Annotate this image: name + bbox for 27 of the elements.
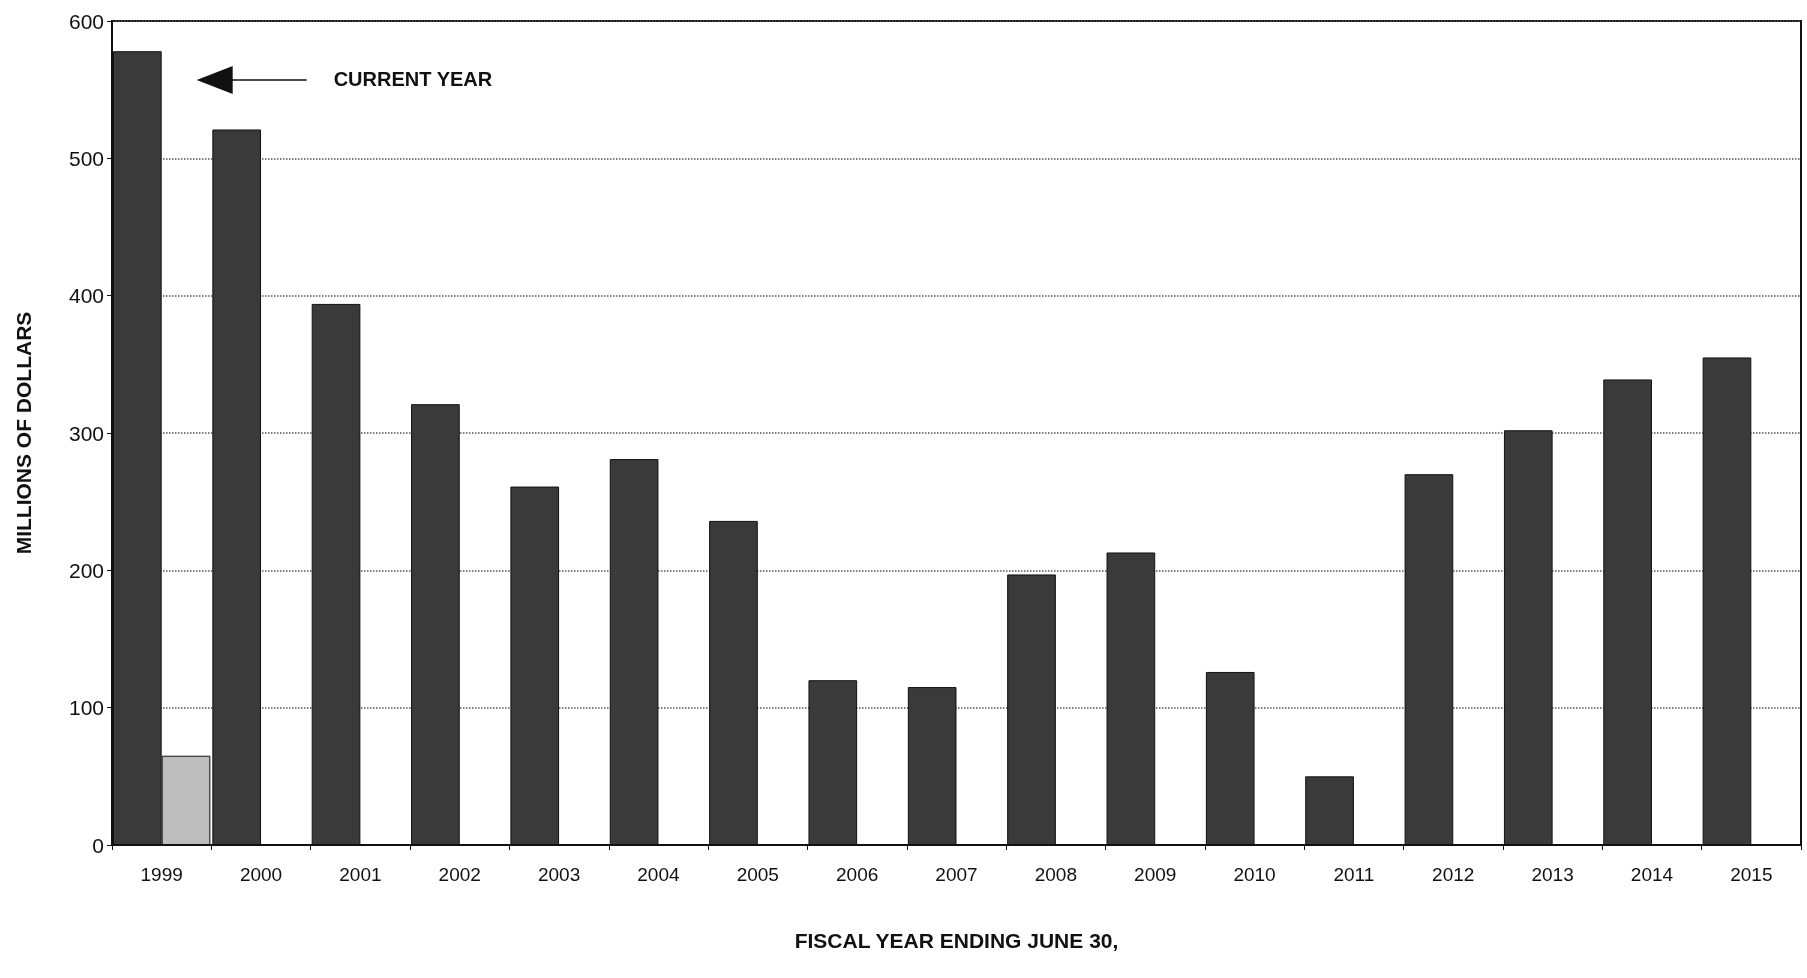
x-axis-title: FISCAL YEAR ENDING JUNE 30, <box>794 929 1119 952</box>
y-tick-label: 0 <box>92 833 104 857</box>
x-tick-label: 2005 <box>736 864 779 885</box>
x-tick-label: 2000 <box>239 864 283 885</box>
annotation: CURRENT YEAR <box>333 68 493 91</box>
y-axis-title: MILLIONS OF DOLLARS <box>12 311 35 555</box>
y-tick-label: 200 <box>68 558 104 582</box>
y-tick-label: 600 <box>68 9 104 33</box>
x-tick-label: 2003 <box>537 864 581 885</box>
x-tick-label: 2012 <box>1432 864 1475 885</box>
x-tick-label: 2008 <box>1034 864 1077 885</box>
x-tick-label: 1999 <box>140 864 183 885</box>
x-tick-label: 2006 <box>836 864 879 885</box>
x-tick-label: 2015 <box>1730 864 1773 885</box>
x-tick-label: 2013 <box>1531 864 1574 885</box>
x-tick-label: 2010 <box>1233 864 1276 885</box>
y-tick-label: 400 <box>68 284 104 308</box>
y-tick-label: 500 <box>68 146 104 170</box>
x-tick-label: 2007 <box>935 864 978 885</box>
x-tick-label: 2004 <box>637 864 680 885</box>
x-tick-label: 2009 <box>1134 864 1177 885</box>
x-tick-label: 2002 <box>438 864 481 885</box>
y-tick-label: 100 <box>68 696 104 720</box>
x-tick-label: 2011 <box>1333 864 1375 885</box>
y-tick-label: 300 <box>68 421 104 445</box>
x-tick-label: 2001 <box>339 864 382 885</box>
x-tick-label: 2014 <box>1630 864 1674 885</box>
